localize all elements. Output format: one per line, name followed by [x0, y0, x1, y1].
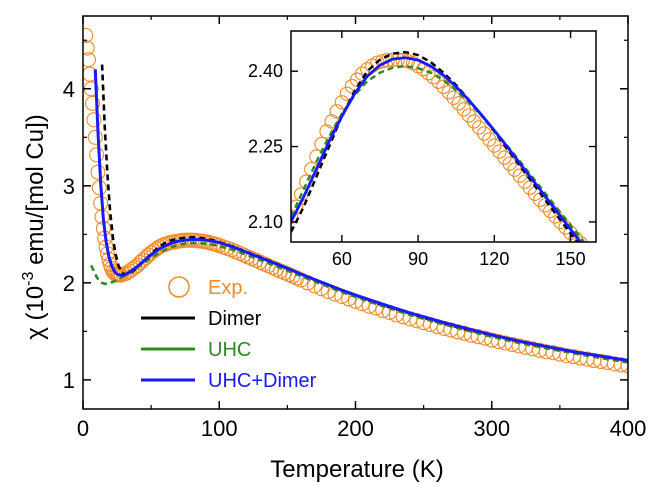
y-axis-title: χ (10-3 emu/[mol Cu]): [20, 114, 49, 340]
inset-exp--point: [441, 85, 456, 100]
main-uhc-dimer-line: [93, 69, 628, 362]
x-tick-label: 0: [77, 416, 89, 441]
x-tick-label: 100: [201, 416, 238, 441]
y-tick-label: 3: [63, 174, 75, 199]
inset-frame: [290, 30, 597, 243]
legend: Exp. Dimer UHC UHC+Dimer: [141, 276, 317, 392]
main-exp--point: [121, 263, 137, 279]
inset-exp--point: [446, 90, 461, 106]
inset-y-tick-label: 2.25: [248, 137, 283, 157]
main-exp--point: [83, 40, 95, 56]
main-exp--point: [84, 95, 101, 111]
main-exp--point: [129, 257, 146, 273]
x-tick-label: 400: [610, 416, 647, 441]
x-tick-label: 200: [337, 416, 374, 441]
main-uhc-line: [89, 241, 628, 364]
inset-exp--point: [589, 252, 602, 265]
main-exp--point: [86, 112, 102, 128]
main-exp--point: [90, 164, 106, 180]
legend-dimer-label: Dimer: [208, 308, 262, 330]
inset-exp--point: [584, 247, 597, 260]
inset-exp--point: [436, 79, 451, 94]
legend-exp--label: Exp.: [208, 277, 248, 299]
main-exp--point: [119, 265, 135, 281]
legend-uhc-label: UHC: [208, 339, 251, 361]
main-exp--point: [87, 129, 103, 145]
inset-exp--point: [573, 236, 588, 242]
main-exp--point: [83, 52, 96, 68]
main-exp--point: [143, 245, 159, 261]
y-tick-label: 1: [63, 368, 75, 393]
main-plot: 0 100 200 300 400 1 2 3 4: [63, 15, 647, 441]
y-tick-label: 2: [63, 271, 75, 296]
x-axis-title: Temperature (K): [270, 456, 443, 483]
inset-x-tick-label: 90: [408, 249, 428, 269]
main-exp--point: [620, 358, 628, 374]
main-exp--point: [89, 147, 105, 163]
inset-plot: 60 90 120 150 2.10 2.25 2.40: [248, 30, 602, 269]
x-tick-label: 300: [473, 416, 510, 441]
inset-uhc-dimer-line: [291, 56, 583, 242]
main-exp--point: [613, 357, 628, 373]
legend-uhc-dimer-label: UHC+Dimer: [208, 370, 317, 392]
inset-exp--point: [421, 65, 436, 81]
inset-y-tick-label: 2.10: [248, 212, 283, 232]
inset-y-tick-label: 2.40: [248, 61, 283, 81]
y-tick-label: 4: [63, 77, 75, 102]
legend-exp--marker: [168, 276, 190, 298]
inset-x-tick-label: 60: [332, 249, 352, 269]
inset-x-tick-label: 120: [479, 249, 509, 269]
main-exp--point: [83, 27, 94, 43]
inset-x-tick-label: 150: [556, 249, 586, 269]
